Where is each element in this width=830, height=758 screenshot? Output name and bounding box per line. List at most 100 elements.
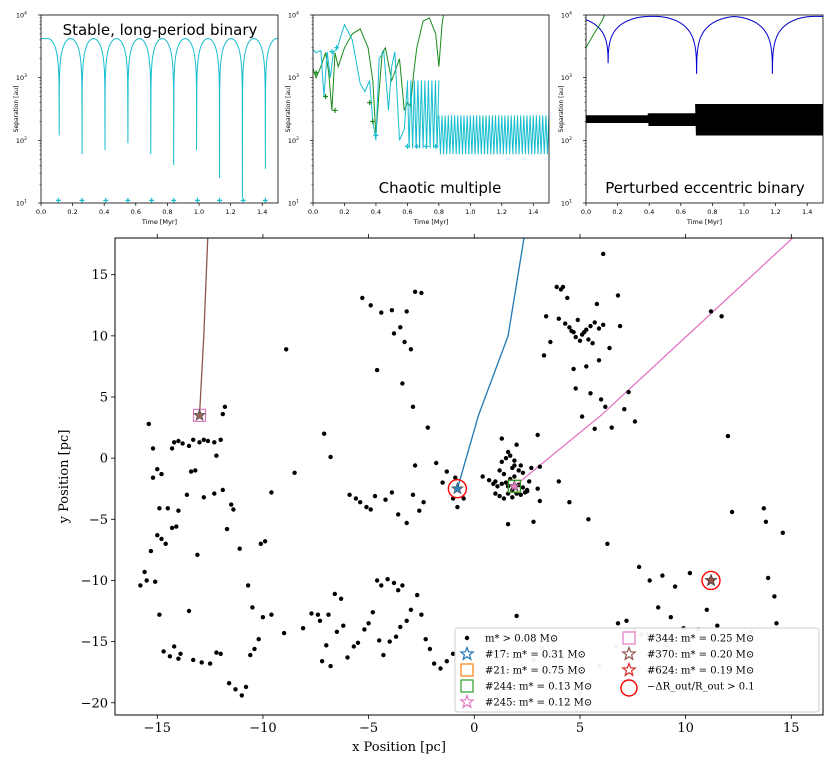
star-point [256, 637, 261, 642]
star-point [155, 533, 160, 538]
star-point [353, 496, 359, 501]
star-point [220, 487, 225, 493]
legend-frame [454, 627, 820, 713]
star-point [493, 491, 498, 496]
series-band [695, 103, 823, 136]
star-marker [450, 481, 464, 495]
star-point [379, 310, 384, 315]
star-point [535, 486, 540, 491]
plus-marker [323, 94, 329, 100]
x-tick-label: 0 [470, 721, 478, 736]
y-tick-exponent: 4 [24, 11, 27, 17]
star-point [269, 612, 274, 617]
plus-marker [217, 197, 223, 203]
star-point [150, 475, 156, 480]
x-tick-label: 15 [783, 721, 800, 736]
star-point [389, 490, 395, 495]
star-point [309, 611, 314, 616]
y-tick-label: 104 [288, 11, 299, 20]
axes-frame [40, 14, 279, 204]
star-point [319, 659, 325, 664]
series-line [41, 38, 278, 199]
star-point [184, 492, 190, 497]
y-tick-label: 104 [561, 11, 572, 20]
x-tick-label: 1.2 [770, 208, 780, 216]
star-point [495, 484, 500, 489]
y-axis-label: Separation [au] [558, 86, 565, 133]
star-point [224, 526, 230, 532]
y-tick-label: 103 [288, 73, 299, 82]
star-point [186, 443, 192, 449]
legend-square-icon [622, 631, 636, 645]
displacement-ring [701, 570, 721, 591]
star-point [603, 404, 608, 409]
panel-stable-binary: 0.0 0.2 0.4 0.6 0.8 1.0 1.2 1.4 101 102 103 104 Time… [13, 11, 279, 226]
star-point [250, 605, 255, 610]
y-tick-exponent: 1 [296, 199, 299, 205]
star-point [383, 497, 388, 502]
star-point [575, 317, 580, 323]
legend-entry: #370: m* = 0.20 M⊙ [621, 645, 754, 661]
star-point [332, 591, 337, 597]
y-tick-label: 101 [288, 199, 299, 208]
star-point [486, 478, 492, 483]
star-marker [507, 479, 521, 492]
y-axis-label: Separation [au] [285, 86, 292, 133]
legend-entry: #21: m* = 0.75 M⊙ [460, 663, 586, 677]
star-point [150, 446, 156, 451]
star-point [556, 479, 561, 484]
data-layer [41, 38, 278, 203]
star-point [393, 634, 399, 639]
x-tick-label: 1.4 [528, 208, 538, 216]
plus-marker [423, 143, 429, 149]
y-tick-label: −15 [81, 635, 108, 650]
legend-label: #17: m* = 0.31 M⊙ [485, 650, 586, 661]
star-point [586, 517, 591, 522]
star-point [687, 570, 693, 576]
displacement-ring [447, 479, 468, 499]
star-point [218, 651, 223, 656]
star-point [502, 0, 506, 2]
x-tick-label: 10 [677, 721, 694, 736]
x-axis-label: x Position [pc] [352, 740, 446, 755]
star-point [514, 613, 519, 619]
star-point [455, 504, 460, 510]
star-point [499, 436, 504, 441]
x-tick-label: 0.8 [434, 208, 444, 216]
plus-marker [373, 132, 379, 138]
star-point [391, 331, 397, 336]
star-point [527, 479, 532, 484]
star-point [404, 309, 409, 314]
star-point [573, 386, 578, 391]
star-point [368, 303, 373, 308]
x-tick-label: 0.6 [676, 208, 686, 216]
legend-entry: #17: m* = 0.31 M⊙ [459, 645, 586, 661]
star-point [548, 339, 553, 345]
x-axis-label: Time [Myr] [141, 218, 177, 226]
star-point [417, 508, 422, 513]
series-band [586, 115, 651, 124]
panel-chaotic-multiple: 0.0 0.2 0.4 0.6 0.8 1.0 1.2 1.4 101 102 103 104 Time… [285, 11, 550, 226]
star-point [586, 337, 591, 342]
y-tick-exponent: 1 [24, 199, 27, 205]
star-point [252, 646, 257, 652]
y-tick-label: 102 [288, 136, 299, 145]
trajectory-line [456, 238, 525, 489]
star-point [419, 290, 424, 296]
x-tick-label: 0.8 [707, 208, 717, 216]
x-tick-label: 1.4 [257, 208, 267, 216]
legend-star-icon [621, 661, 637, 677]
star-point [512, 458, 517, 463]
y-tick-label: 103 [561, 73, 572, 82]
star-point [434, 460, 439, 466]
axes-frame [114, 237, 824, 716]
legend-entry: m* > 0.08 M⊙ [464, 634, 558, 645]
plus-marker [313, 70, 319, 76]
star-point [510, 495, 515, 500]
star-point [598, 397, 604, 402]
star-marker [704, 573, 718, 586]
star-point [212, 440, 217, 445]
star-point [248, 652, 253, 658]
series-band [647, 113, 699, 126]
y-tick-label: 0 [100, 452, 108, 467]
